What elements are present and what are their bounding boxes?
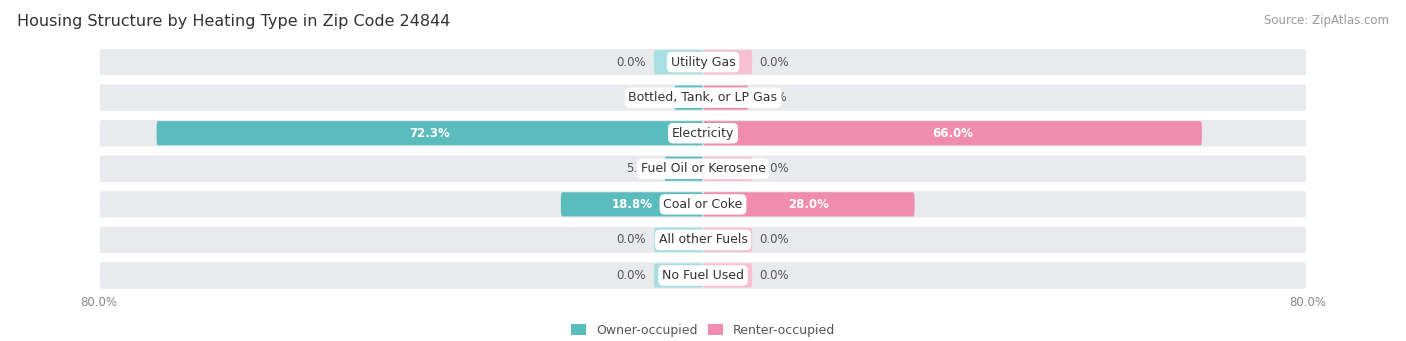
FancyBboxPatch shape (98, 225, 1308, 254)
Text: 0.0%: 0.0% (759, 234, 789, 247)
FancyBboxPatch shape (98, 190, 1308, 219)
FancyBboxPatch shape (98, 154, 1308, 183)
FancyBboxPatch shape (703, 263, 752, 287)
Text: 0.0%: 0.0% (617, 269, 647, 282)
Legend: Owner-occupied, Renter-occupied: Owner-occupied, Renter-occupied (567, 319, 839, 341)
FancyBboxPatch shape (561, 192, 703, 217)
FancyBboxPatch shape (703, 192, 915, 217)
FancyBboxPatch shape (98, 119, 1308, 148)
Text: 66.0%: 66.0% (932, 127, 973, 140)
Text: 28.0%: 28.0% (789, 198, 830, 211)
Text: No Fuel Used: No Fuel Used (662, 269, 744, 282)
Text: 0.0%: 0.0% (617, 56, 647, 69)
FancyBboxPatch shape (98, 47, 1308, 77)
Text: 3.8%: 3.8% (636, 91, 665, 104)
FancyBboxPatch shape (703, 86, 748, 110)
Text: 0.0%: 0.0% (759, 269, 789, 282)
Text: Coal or Coke: Coal or Coke (664, 198, 742, 211)
Text: Source: ZipAtlas.com: Source: ZipAtlas.com (1264, 14, 1389, 27)
FancyBboxPatch shape (654, 50, 703, 74)
Text: 18.8%: 18.8% (612, 198, 652, 211)
FancyBboxPatch shape (703, 121, 1202, 145)
Text: 72.3%: 72.3% (409, 127, 450, 140)
Text: Utility Gas: Utility Gas (671, 56, 735, 69)
Text: All other Fuels: All other Fuels (658, 234, 748, 247)
Text: 0.0%: 0.0% (759, 56, 789, 69)
FancyBboxPatch shape (98, 261, 1308, 290)
Text: 6.0%: 6.0% (758, 91, 787, 104)
Text: Bottled, Tank, or LP Gas: Bottled, Tank, or LP Gas (628, 91, 778, 104)
Text: 0.0%: 0.0% (759, 162, 789, 175)
FancyBboxPatch shape (654, 263, 703, 287)
FancyBboxPatch shape (665, 157, 703, 181)
Text: 0.0%: 0.0% (617, 234, 647, 247)
FancyBboxPatch shape (703, 228, 752, 252)
Text: Electricity: Electricity (672, 127, 734, 140)
FancyBboxPatch shape (703, 157, 752, 181)
FancyBboxPatch shape (156, 121, 703, 145)
FancyBboxPatch shape (675, 86, 703, 110)
Text: Fuel Oil or Kerosene: Fuel Oil or Kerosene (641, 162, 765, 175)
FancyBboxPatch shape (654, 228, 703, 252)
Text: 5.1%: 5.1% (626, 162, 655, 175)
Text: Housing Structure by Heating Type in Zip Code 24844: Housing Structure by Heating Type in Zip… (17, 14, 450, 29)
FancyBboxPatch shape (98, 83, 1308, 112)
FancyBboxPatch shape (703, 50, 752, 74)
